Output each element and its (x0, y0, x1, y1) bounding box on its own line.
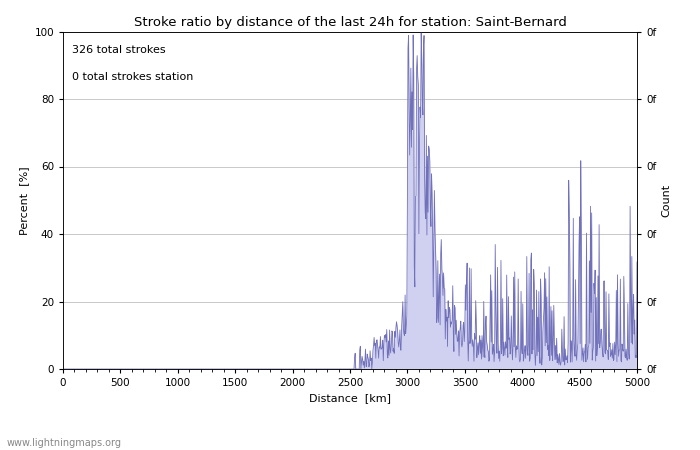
Legend: Stroke ratio station Saint-Bernard, Whole stroke count: Stroke ratio station Saint-Bernard, Whol… (162, 449, 538, 450)
Y-axis label: Count: Count (662, 184, 672, 217)
Y-axis label: Percent  [%]: Percent [%] (19, 166, 29, 234)
X-axis label: Distance  [km]: Distance [km] (309, 394, 391, 404)
Title: Stroke ratio by distance of the last 24h for station: Saint-Bernard: Stroke ratio by distance of the last 24h… (134, 16, 566, 29)
Text: 326 total strokes: 326 total strokes (71, 45, 165, 55)
Text: www.lightningmaps.org: www.lightningmaps.org (7, 438, 122, 448)
Text: 0 total strokes station: 0 total strokes station (71, 72, 193, 82)
